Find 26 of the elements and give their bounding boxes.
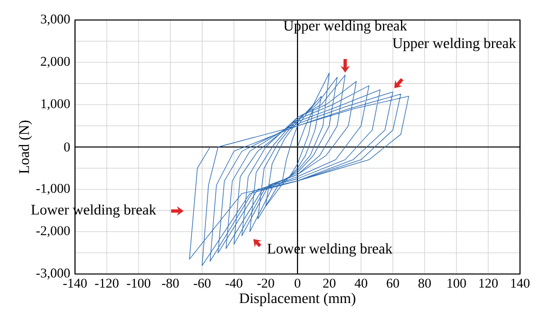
x-tick-label: 100 xyxy=(448,278,466,288)
x-tick-label: 60 xyxy=(386,278,400,288)
y-tick-label: -3,000 xyxy=(36,268,70,280)
x-tick-label: 40 xyxy=(354,278,368,288)
y-tick-label: 3,000 xyxy=(40,14,70,26)
x-tick-label: -40 xyxy=(226,278,242,288)
y-tick-label: 0 xyxy=(64,142,70,152)
y-tick-label: -1,000 xyxy=(36,184,70,195)
line-series xyxy=(189,72,410,266)
x-tick-label: -80 xyxy=(162,278,179,288)
y-tick-label: 1,000 xyxy=(41,99,70,110)
x-tick-label: 140 xyxy=(511,278,530,288)
x-tick-label: -140 xyxy=(63,278,87,288)
x-axis-title: Displacement (mm) xyxy=(239,292,356,306)
y-tick-label: -2,000 xyxy=(36,226,70,238)
x-tick-label: 120 xyxy=(479,278,498,288)
x-tick-label: 0 xyxy=(294,278,300,288)
y-tick-label: 2,000 xyxy=(40,56,70,68)
x-tick-label: 80 xyxy=(418,278,431,288)
x-tick-label: 20 xyxy=(323,278,336,288)
x-tick-label: -100 xyxy=(126,278,150,288)
y-axis-title: Load (N) xyxy=(18,120,32,174)
x-tick-label: -60 xyxy=(194,278,211,288)
annotation: Upper welding break xyxy=(392,38,516,52)
x-tick-label: -20 xyxy=(257,278,274,288)
x-tick-label: -120 xyxy=(95,278,119,288)
